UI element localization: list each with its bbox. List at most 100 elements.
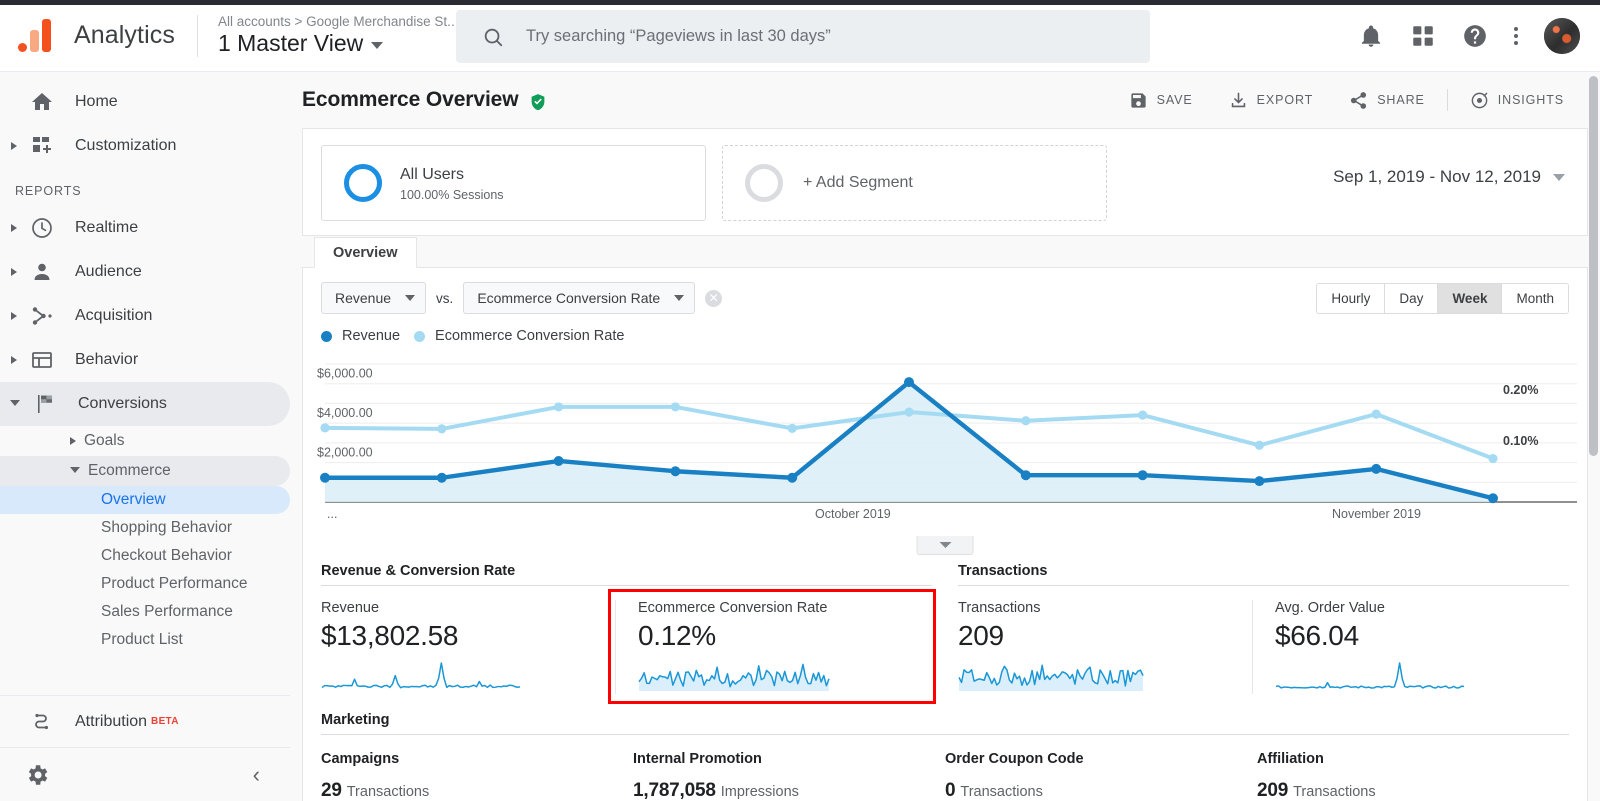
sidebar-item-product-list[interactable]: Product List	[0, 626, 290, 654]
close-circle-icon[interactable]: ✕	[705, 289, 723, 307]
chart-legend: Revenue Ecommerce Conversion Rate	[303, 314, 1587, 344]
y-axis-tick-right: 0.10%	[1503, 434, 1538, 448]
chart-expand-toggle[interactable]	[916, 536, 974, 555]
segment-ring-icon	[745, 164, 783, 202]
chevron-right-icon	[11, 356, 17, 364]
chevron-down-icon	[939, 542, 951, 548]
granularity-week[interactable]: Week	[1438, 283, 1503, 313]
main-content: Ecommerce Overview SAVE EXPORT	[290, 72, 1600, 801]
window-chrome-strip	[0, 0, 1600, 5]
beta-badge: BETA	[151, 716, 179, 727]
date-range-picker[interactable]: Sep 1, 2019 - Nov 12, 2019	[1333, 167, 1565, 187]
metric-ecommerce-conversion-rate[interactable]: Ecommerce Conversion Rate 0.12%	[608, 589, 936, 704]
sidebar-item-shopping-behavior[interactable]: Shopping Behavior	[0, 514, 290, 542]
sidebar-item-product-performance[interactable]: Product Performance	[0, 570, 290, 598]
granularity-hourly[interactable]: Hourly	[1317, 283, 1386, 313]
y-axis-tick-left: $6,000.00	[317, 367, 373, 381]
tab-overview[interactable]: Overview	[314, 237, 417, 268]
notifications-bell-icon[interactable]	[1358, 23, 1384, 49]
marketing-cell-internal-promotion[interactable]: Internal Promotion 1,787,058 Impressions	[633, 751, 945, 801]
segment-all-users[interactable]: All Users 100.00% Sessions	[321, 145, 706, 221]
legend-label: Revenue	[342, 328, 401, 344]
section-title: Transactions	[958, 563, 1569, 586]
gear-icon[interactable]	[24, 762, 50, 788]
search-bar[interactable]	[456, 10, 1150, 63]
marketing-unit: Transactions	[1293, 784, 1376, 800]
marketing-unit: Transactions	[346, 784, 430, 800]
legend-color-dot	[321, 330, 332, 342]
x-axis-tick: ...	[327, 507, 337, 521]
export-button[interactable]: EXPORT	[1211, 91, 1332, 110]
marketing-line-1: 29 Transactions	[321, 780, 633, 801]
sidebar-item-checkout-behavior[interactable]: Checkout Behavior	[0, 542, 290, 570]
chevron-right-icon	[11, 224, 17, 232]
help-icon[interactable]	[1462, 23, 1488, 49]
attribution-icon	[35, 713, 48, 729]
share-button[interactable]: SHARE	[1331, 91, 1443, 110]
granularity-month[interactable]: Month	[1502, 283, 1568, 313]
sidebar-leaf-label: Overview	[101, 490, 166, 508]
granularity-day[interactable]: Day	[1385, 283, 1439, 313]
date-range-label: Sep 1, 2019 - Nov 12, 2019	[1333, 167, 1541, 186]
apps-grid-icon[interactable]	[1410, 23, 1436, 49]
marketing-title: Affiliation	[1257, 751, 1324, 767]
secondary-metric-select[interactable]: Ecommerce Conversion Rate	[463, 282, 696, 314]
sidebar-item-label: Behavior	[75, 351, 139, 368]
sidebar-item-conversions[interactable]: Conversions	[0, 382, 290, 426]
sidebar-subitem-ecommerce[interactable]: Ecommerce	[0, 456, 290, 486]
sidebar-item-overview[interactable]: Overview	[0, 486, 290, 514]
sidebar-section-reports: REPORTS	[15, 184, 82, 198]
page-scrollbar[interactable]	[1589, 76, 1598, 794]
add-segment-button[interactable]: + Add Segment	[722, 145, 1107, 221]
search-icon	[484, 28, 503, 46]
y-axis-tick-right: 0.20%	[1503, 383, 1538, 397]
save-button[interactable]: SAVE	[1111, 91, 1211, 110]
scrollbar-thumb[interactable]	[1589, 76, 1598, 456]
save-icon	[1130, 92, 1146, 108]
metric-revenue[interactable]: Revenue $13,802.58	[321, 600, 615, 694]
breadcrumb: All accounts > Google Merchandise St...	[217, 13, 459, 29]
insights-icon	[1471, 92, 1488, 108]
sidebar-item-behavior[interactable]: Behavior	[0, 338, 290, 382]
conversion-rate-sparkline	[638, 660, 922, 694]
sidebar-subitem-label: Ecommerce	[88, 462, 171, 479]
sidebar-item-label: Audience	[75, 263, 142, 280]
sidebar-item-audience[interactable]: Audience	[0, 250, 290, 294]
account-selector[interactable]: All accounts > Google Merchandise St... …	[218, 14, 459, 58]
revenue-conversion-group: Revenue & Conversion Rate Revenue $13,80…	[321, 563, 936, 704]
legend-item-revenue[interactable]: Revenue	[321, 328, 400, 344]
sidebar-item-acquisition[interactable]: Acquisition	[0, 294, 290, 338]
legend-item-conversion[interactable]: Ecommerce Conversion Rate	[414, 328, 624, 344]
secondary-metric-label: Ecommerce Conversion Rate	[477, 290, 661, 306]
metric-transactions[interactable]: Transactions 209	[958, 600, 1252, 694]
chevron-down-icon	[1553, 173, 1565, 181]
sidebar-item-attribution[interactable]: Attribution BETA	[0, 695, 290, 747]
primary-metric-select[interactable]: Revenue	[321, 282, 427, 314]
chevron-down-icon	[405, 295, 416, 301]
home-icon	[32, 93, 52, 110]
share-label: SHARE	[1377, 93, 1425, 107]
sidebar-item-customization[interactable]: Customization	[0, 124, 290, 168]
sidebar-item-sales-performance[interactable]: Sales Performance	[0, 598, 290, 626]
sidebar-item-realtime[interactable]: Realtime	[0, 206, 290, 250]
search-input[interactable]	[526, 27, 1086, 46]
sidebar-subitem-goals[interactable]: Goals	[0, 426, 290, 456]
avatar[interactable]	[1544, 18, 1580, 54]
metric-summary: Revenue & Conversion Rate Revenue $13,80…	[303, 535, 1587, 704]
sidebar-item-home[interactable]: Home	[0, 80, 290, 124]
insights-button[interactable]: INSIGHTS	[1452, 91, 1582, 110]
chevron-right-icon	[70, 437, 76, 445]
time-series-chart[interactable]: $2,000.00 $4,000.00 $6,000.00 0.10% 0.20%...…	[307, 350, 1583, 555]
transactions-group: Transactions Transactions 209 Avg. Order…	[958, 563, 1569, 694]
chevron-right-icon	[11, 312, 17, 320]
more-vert-icon[interactable]	[1514, 27, 1518, 45]
acquisition-icon	[32, 307, 52, 325]
divider	[196, 14, 198, 57]
sidebar-item-label: Customization	[75, 137, 177, 154]
metric-avg-order-value[interactable]: Avg. Order Value $66.04	[1252, 600, 1569, 694]
view-name[interactable]: 1 Master View	[218, 29, 459, 58]
chevron-left-icon[interactable]: ‹	[252, 761, 260, 787]
